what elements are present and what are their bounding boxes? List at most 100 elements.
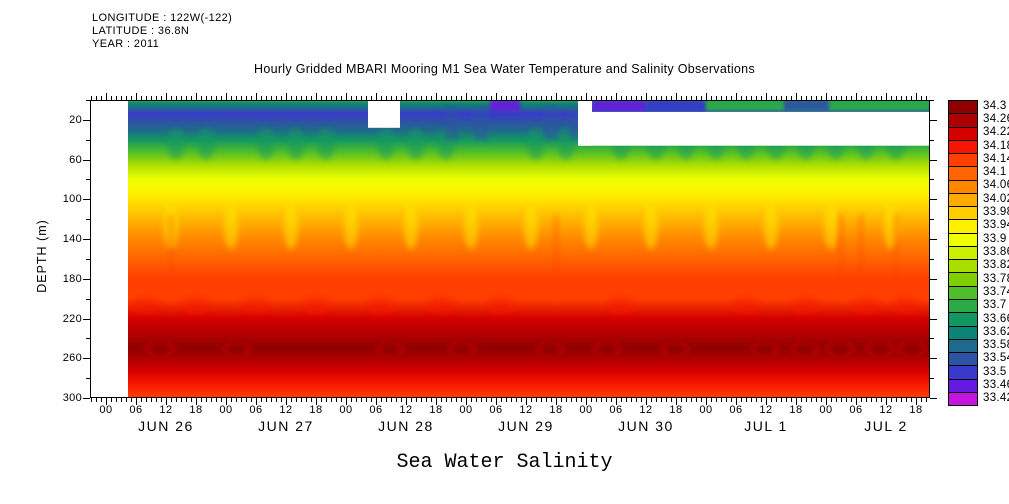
blue-column	[474, 105, 488, 140]
y-tick-label: 60	[69, 153, 82, 166]
surface-patch	[784, 100, 829, 111]
colorbar-cell	[948, 100, 978, 115]
colorbar-cell	[948, 192, 978, 208]
x-axis-title: Sea Water Salinity	[396, 451, 613, 474]
teal-plume	[527, 127, 545, 160]
yellow-plume	[764, 205, 778, 250]
dark-streak	[169, 214, 173, 304]
x-hour-label: 18	[189, 404, 203, 416]
red-patch	[427, 297, 455, 314]
heatmap-layers	[90, 100, 930, 398]
red-patch	[892, 297, 920, 314]
x-day-label: JUL 1	[744, 418, 788, 434]
x-day-label: JUN 28	[378, 418, 434, 434]
red-patch	[487, 297, 515, 314]
blue-column	[544, 105, 558, 140]
colorbar-cell	[948, 352, 978, 367]
yellow-plume	[524, 205, 538, 250]
x-hour-label: 06	[129, 404, 143, 416]
deep-salinity-core	[454, 344, 470, 355]
x-hour-label: 12	[759, 404, 773, 416]
x-day-label: JUN 30	[618, 418, 674, 434]
deep-salinity-core	[229, 344, 245, 355]
colorbar-tick-label: 33.74	[983, 285, 1009, 298]
colorbar-cell	[948, 245, 978, 261]
colorbar-tick-label: 34.14	[983, 152, 1009, 165]
x-hour-label: 00	[579, 404, 593, 416]
x-hour-label: 18	[669, 404, 683, 416]
dark-streak	[894, 214, 898, 304]
x-hour-label: 06	[849, 404, 863, 416]
x-hour-label: 18	[549, 404, 563, 416]
red-patch	[242, 297, 270, 314]
red-patch	[182, 297, 210, 314]
colorbar-tick-label: 33.62	[983, 325, 1009, 338]
x-day-label: JUL 2	[864, 418, 908, 434]
deep-salinity-core	[797, 344, 813, 355]
teal-plume	[407, 127, 425, 160]
yellow-plume	[704, 205, 718, 250]
plot-frame	[90, 100, 930, 398]
colorbar-tick-label: 33.98	[983, 206, 1009, 219]
red-patch	[302, 297, 330, 314]
missing-data-region	[90, 100, 128, 398]
colorbar-tick-label: 34.02	[983, 192, 1009, 205]
teal-plume	[257, 127, 275, 160]
x-hour-label: 00	[99, 404, 113, 416]
colorbar-cell	[948, 166, 978, 181]
teal-plume	[197, 127, 215, 160]
plot-title: Hourly Gridded MBARI Mooring M1 Sea Wate…	[254, 62, 755, 76]
x-hour-label: 00	[459, 404, 473, 416]
blue-column	[444, 105, 458, 140]
missing-data-region	[368, 100, 400, 128]
colorbar-cell	[948, 126, 978, 141]
colorbar-tick-label: 33.94	[983, 219, 1009, 232]
colorbar-tick-label: 33.54	[983, 352, 1009, 365]
deep-salinity-core	[382, 344, 398, 355]
colorbar	[948, 100, 978, 407]
x-hour-label: 06	[609, 404, 623, 416]
x-hour-label: 18	[909, 404, 923, 416]
colorbar-tick-label: 33.42	[983, 392, 1009, 405]
colorbar-cell	[948, 285, 978, 300]
red-patch	[732, 297, 760, 314]
teal-plume	[167, 127, 185, 160]
x-hour-label: 00	[219, 404, 233, 416]
colorbar-tick-label: 34.3	[983, 99, 1007, 112]
red-patch	[132, 297, 160, 314]
colorbar-tick-label: 33.46	[983, 379, 1009, 392]
colorbar-cell	[948, 365, 978, 380]
colorbar-cell	[948, 232, 978, 247]
y-tick-label: 180	[62, 272, 82, 285]
colorbar-cell	[948, 272, 978, 287]
colorbar-cell	[948, 259, 978, 274]
dark-streak	[859, 214, 863, 304]
colorbar-tick-label: 33.82	[983, 259, 1009, 272]
x-hour-label: 12	[519, 404, 533, 416]
deep-salinity-core	[667, 344, 683, 355]
deep-salinity-core	[904, 344, 920, 355]
deep-salinity-core	[872, 344, 888, 355]
x-hour-label: 12	[159, 404, 173, 416]
x-hour-label: 06	[729, 404, 743, 416]
dark-streak	[839, 214, 843, 304]
colorbar-cell	[948, 206, 978, 221]
colorbar-cell	[948, 338, 978, 354]
yellow-plume	[464, 205, 478, 250]
yellow-plume	[404, 205, 418, 250]
colorbar-cell	[948, 219, 978, 234]
deep-salinity-core	[832, 344, 848, 355]
dark-streak	[554, 214, 558, 304]
colorbar-tick-label: 34.26	[983, 112, 1009, 125]
colorbar-cell	[948, 298, 978, 314]
colorbar-cell	[948, 153, 978, 168]
x-day-label: JUN 27	[258, 418, 314, 434]
missing-data-region	[578, 111, 930, 146]
y-tick-label: 260	[62, 352, 82, 365]
x-hour-label: 12	[879, 404, 893, 416]
yellow-plume	[584, 205, 598, 250]
colorbar-tick-label: 33.9	[983, 232, 1007, 245]
deep-salinity-core	[152, 344, 168, 355]
x-day-label: JUN 26	[138, 418, 194, 434]
colorbar-cell	[948, 113, 978, 128]
